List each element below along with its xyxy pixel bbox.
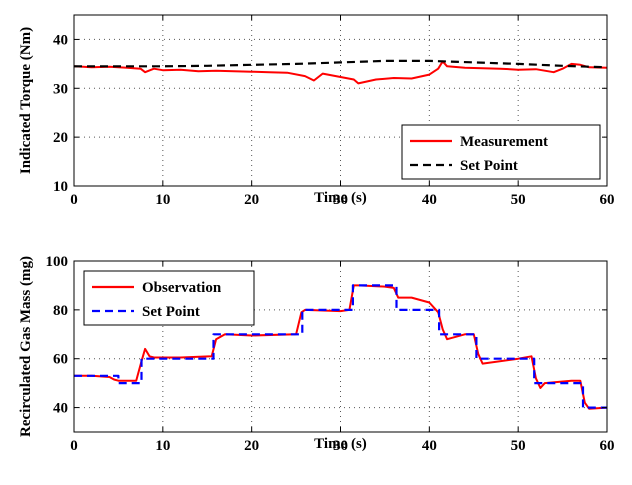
y-tick-label: 10 bbox=[53, 179, 68, 195]
x-tick-label: 30 bbox=[333, 438, 348, 454]
x-tick-label: 30 bbox=[333, 192, 348, 208]
series-line-set-point bbox=[74, 59, 607, 69]
legend-box bbox=[83, 270, 255, 326]
legend-box bbox=[401, 124, 601, 180]
y-tick-label: 40 bbox=[53, 401, 68, 417]
legend-label: Measurement bbox=[460, 134, 548, 150]
y-axis-label: Indicated Torque (Nm) bbox=[18, 27, 34, 174]
series-group bbox=[74, 284, 607, 410]
x-tick-label: 60 bbox=[600, 438, 615, 454]
ticks: 0 10 20 30 40 50 60 40 60 80 100 bbox=[46, 254, 615, 454]
legend-label: Set Point bbox=[142, 304, 200, 320]
x-tick-label: 20 bbox=[244, 438, 259, 454]
x-axis-label: Time (s) bbox=[314, 436, 367, 452]
y-tick-label: 60 bbox=[53, 352, 68, 368]
series-line-set-point bbox=[74, 284, 607, 409]
x-tick-label: 20 bbox=[244, 192, 259, 208]
x-tick-label: 0 bbox=[70, 438, 78, 454]
legend-label: Observation bbox=[142, 280, 222, 296]
x-tick-label: 60 bbox=[600, 192, 615, 208]
legend-label: Set Point bbox=[460, 158, 518, 174]
y-tick-label: 30 bbox=[53, 81, 68, 97]
x-tick-label: 0 bbox=[70, 192, 78, 208]
x-tick-label: 10 bbox=[155, 438, 170, 454]
x-tick-label: 50 bbox=[511, 438, 526, 454]
legend: Observation Set Point bbox=[83, 270, 255, 326]
x-axis-label: Time (s) bbox=[314, 190, 367, 206]
y-tick-label: 100 bbox=[46, 254, 69, 270]
x-tick-label: 10 bbox=[155, 192, 170, 208]
series-group bbox=[74, 59, 607, 85]
legend: Measurement Set Point bbox=[401, 124, 601, 180]
x-tick-label: 40 bbox=[422, 192, 437, 208]
gas-mass-plot: 0 10 20 30 40 50 60 40 60 80 100 Time (s) Recirculat… bbox=[18, 254, 615, 454]
y-tick-label: 40 bbox=[53, 32, 68, 48]
grid bbox=[74, 261, 607, 432]
series-line-measurement bbox=[74, 60, 607, 85]
x-tick-label: 40 bbox=[422, 438, 437, 454]
x-tick-label: 50 bbox=[511, 192, 526, 208]
y-axis-label: Recirculated Gas Mass (mg) bbox=[18, 256, 34, 437]
y-tick-label: 20 bbox=[53, 130, 68, 146]
y-tick-label: 80 bbox=[53, 303, 68, 319]
grid bbox=[74, 15, 607, 186]
